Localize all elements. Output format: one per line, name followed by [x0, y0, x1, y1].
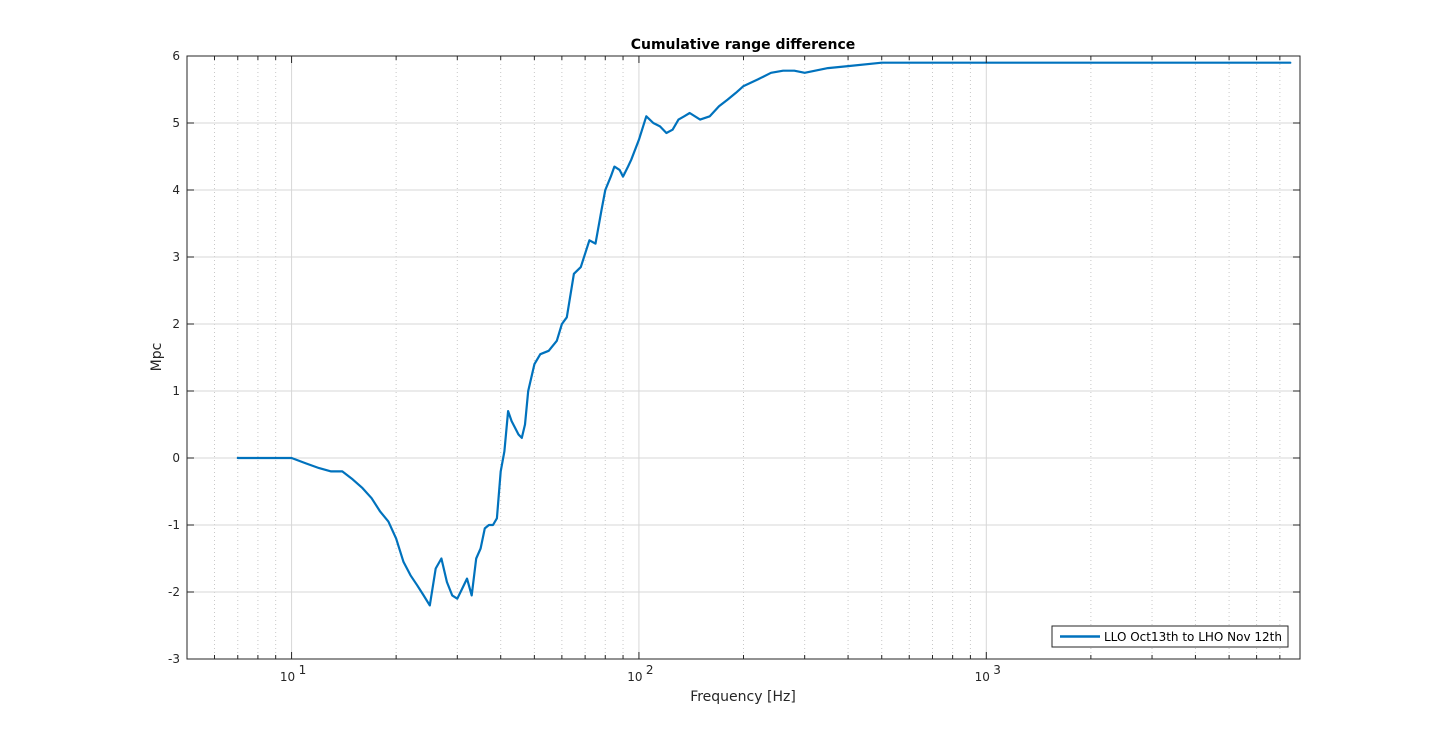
y-axis-label: Mpc — [149, 343, 165, 372]
x-tick-label: 10 — [975, 670, 990, 684]
y-tick-label: 0 — [172, 451, 180, 465]
grid — [186, 55, 1301, 660]
y-tick-label: -3 — [168, 652, 180, 666]
x-tick-label-exponent: 1 — [299, 663, 307, 677]
legend-entry: LLO Oct13th to LHO Nov 12th — [1104, 630, 1282, 644]
legend-box — [1051, 625, 1289, 648]
y-tick-label: -1 — [168, 518, 180, 532]
y-tick-label: 3 — [172, 250, 180, 264]
series-layer — [236, 61, 1292, 607]
x-axis-label: Frequency [Hz] — [690, 689, 796, 705]
x-tick-label: 10 — [627, 670, 642, 684]
ticks — [186, 55, 1301, 660]
y-tick-label: -2 — [168, 585, 180, 599]
x-tick-label-exponent: 2 — [646, 663, 654, 677]
y-tick-label: 1 — [172, 384, 180, 398]
y-tick-label: 2 — [172, 317, 180, 331]
series-line — [236, 61, 1292, 607]
chart-title: Cumulative range difference — [631, 37, 856, 53]
y-tick-label: 5 — [172, 116, 180, 130]
x-tick-label-exponent: 3 — [993, 663, 1001, 677]
y-tick-label: 6 — [172, 49, 180, 63]
x-tick-label: 10 — [280, 670, 295, 684]
legend: LLO Oct13th to LHO Nov 12th — [1051, 625, 1289, 648]
y-tick-label: 4 — [172, 183, 180, 197]
